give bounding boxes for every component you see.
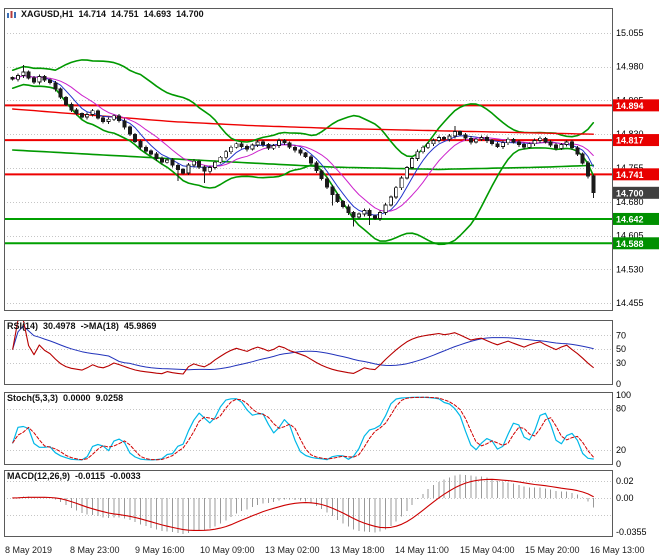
svg-text:14.741: 14.741	[616, 170, 644, 180]
svg-text:14.894: 14.894	[616, 101, 644, 111]
y-tick-label: 70	[616, 330, 626, 340]
rsi-canvas[interactable]: 70 50 30 0	[0, 314, 660, 388]
y-tick-label: 14.755	[616, 163, 644, 173]
macd-histogram	[17, 474, 594, 534]
price-tag: 14.588	[613, 237, 659, 250]
grid	[4, 409, 612, 451]
stochastic-canvas[interactable]: 100 80 20 0	[0, 388, 660, 468]
svg-text:14.588: 14.588	[616, 239, 644, 249]
quote-open: 14.714	[78, 9, 107, 19]
grid	[4, 481, 612, 516]
time-label: 14 May 11:00	[395, 545, 449, 555]
grid	[4, 335, 612, 364]
candles	[10, 64, 596, 227]
chart-header: XAGUSD,H1 14.714 14.751 14.693 14.700	[7, 9, 204, 19]
svg-text:14.817: 14.817	[616, 136, 644, 146]
rsi-ma-line	[12, 325, 594, 371]
y-tick-label: 14.680	[616, 197, 644, 207]
stoch-k-line	[12, 396, 594, 461]
time-label: 9 May 16:00	[135, 545, 185, 555]
y-tick-label: 20	[616, 445, 626, 455]
time-label: 15 May 04:00	[460, 545, 515, 555]
macd-label: MACD(12,26,9)	[7, 471, 71, 481]
y-tick-label: 100	[616, 390, 631, 400]
rsi-line	[12, 320, 594, 375]
macd-series-layer	[12, 474, 594, 534]
time-label: 15 May 20:00	[525, 545, 580, 555]
price-tag: 14.741	[613, 168, 659, 181]
stoch-value: 0.0000	[63, 393, 91, 403]
chart-icon	[7, 10, 16, 19]
panel-border	[4, 470, 613, 537]
y-tick-label: 0.00	[616, 493, 634, 503]
time-label: 13 May 02:00	[265, 545, 320, 555]
quote-high: 14.751	[111, 9, 139, 19]
y-tick-label: 0	[616, 379, 621, 388]
price-series-layer	[4, 59, 612, 246]
macd-panel[interactable]: 0.02 0.00 -0.0355 MACD(12,26,9) -0.0115 -0…	[0, 468, 660, 542]
quote-close: 14.700	[176, 9, 204, 19]
quote-low: 14.693	[143, 9, 172, 19]
price-tag: 14.894	[613, 99, 659, 112]
rsi-header: RSI(14) 30.4978 ->MA(18) 45.9869	[7, 321, 156, 331]
green-slow-ma-line	[11, 149, 595, 171]
macd-signal-value: -0.0033	[110, 471, 141, 481]
blue-fast-ma-line	[12, 75, 594, 216]
rsi-value: 30.4978	[43, 321, 76, 331]
stoch-series-layer	[12, 396, 594, 461]
y-axis-labels[interactable]: 100 80 20 0	[616, 390, 631, 468]
magenta-fast-ma-line	[12, 75, 594, 212]
price-tag: 14.700	[613, 186, 659, 199]
price-chart-canvas[interactable]: 15.05514.98014.90514.83014.75514.68014.6…	[0, 0, 660, 314]
time-axis[interactable]: 8 May 2019 8 May 23:00 9 May 16:00 10 May 0…	[0, 542, 660, 560]
symbol-timeframe-label: XAGUSD,H1	[21, 9, 74, 19]
time-label: 10 May 09:00	[200, 545, 255, 555]
y-tick-label: 0	[616, 459, 621, 468]
y-tick-label: 50	[616, 344, 626, 354]
time-label: 13 May 18:00	[330, 545, 385, 555]
svg-text:14.642: 14.642	[616, 214, 644, 224]
time-label: 8 May 2019	[5, 545, 53, 555]
stoch-d-line	[12, 396, 594, 461]
y-tick-label: 15.055	[616, 28, 644, 38]
y-tick-label: 80	[616, 404, 626, 414]
macd-min-label: -0.0355	[616, 527, 647, 537]
macd-signal-line	[12, 478, 594, 531]
macd-header: MACD(12,26,9) -0.0115 -0.0033	[7, 471, 141, 481]
panel-border	[4, 8, 613, 311]
macd-value: -0.0115	[75, 471, 106, 481]
panel-border	[4, 320, 613, 385]
rsi-ma-value: 45.9869	[123, 321, 157, 331]
price-tag: 14.817	[613, 134, 659, 147]
price-tag: 14.642	[613, 212, 659, 225]
svg-text:14.700: 14.700	[616, 188, 644, 198]
y-tick-label: 14.605	[616, 231, 644, 241]
stochastic-panel[interactable]: 100 80 20 0 Stoch(5,3,3) 0.0000 9.0258	[0, 388, 660, 468]
stochastic-header: Stoch(5,3,3) 0.0000 9.0258	[7, 393, 123, 403]
bollinger-lower-line	[11, 83, 595, 246]
y-tick-label: 0.02	[616, 476, 634, 486]
y-tick-label: 14.980	[616, 62, 644, 72]
rsi-panel[interactable]: 70 50 30 0 RSI(14) 30.4978 ->MA(18) 45.9869	[0, 314, 660, 388]
y-axis-labels[interactable]: 0.02 0.00	[616, 476, 634, 503]
time-label: 8 May 23:00	[70, 545, 120, 555]
rsi-ma-label: ->MA(18)	[80, 321, 119, 331]
y-tick-label: 14.455	[616, 298, 644, 308]
stoch-label: Stoch(5,3,3)	[7, 393, 59, 403]
y-tick-label: 30	[616, 358, 626, 368]
price-chart-panel[interactable]: 15.05514.98014.90514.83014.75514.68014.6…	[0, 0, 660, 314]
grid	[4, 33, 612, 304]
rsi-label: RSI(14)	[7, 321, 39, 331]
y-axis-labels[interactable]: 15.05514.98014.90514.83014.75514.68014.6…	[616, 28, 644, 308]
y-tick-label: 14.530	[616, 264, 644, 274]
macd-canvas[interactable]: 0.02 0.00 -0.0355	[0, 468, 660, 542]
y-axis-labels[interactable]: 70 50 30 0	[616, 330, 626, 388]
time-label: 16 May 13:00	[590, 545, 645, 555]
rsi-series-layer	[12, 320, 594, 375]
panel-border	[4, 392, 613, 465]
stoch-signal-value: 9.0258	[95, 393, 124, 403]
bollinger-upper-line	[11, 59, 595, 158]
